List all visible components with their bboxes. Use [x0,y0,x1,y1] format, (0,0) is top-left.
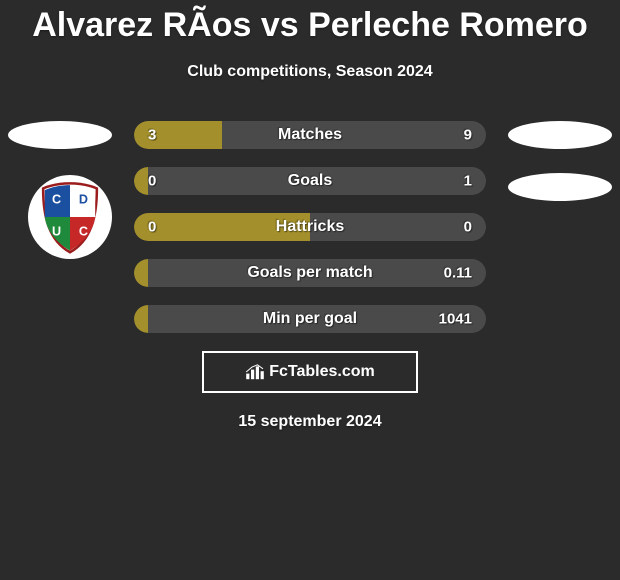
generated-date: 15 september 2024 [0,413,620,431]
stat-bar: 3 9 Matches [134,121,486,149]
bar-left-value: 0 [148,173,156,190]
svg-text:C: C [52,193,61,207]
brand-text: FcTables.com [269,363,375,381]
bar-right-value: 1 [464,173,472,190]
bar-label: Hattricks [276,218,344,236]
svg-text:D: D [79,193,88,207]
bar-right-value: 1041 [439,311,472,328]
bar-right-value: 9 [464,127,472,144]
bar-right-fill [222,121,486,149]
stat-bar: 0.11 Goals per match [134,259,486,287]
page-subtitle: Club competitions, Season 2024 [0,63,620,81]
club-right-badge-placeholder [508,173,612,201]
comparison-content: C D U C 3 9 Matches 0 1 Goals 0 0 Hattricks 0.11 G… [0,121,620,431]
player-right-photo-placeholder [508,121,612,149]
bar-label: Matches [278,126,342,144]
brand-box: FcTables.com [202,351,418,393]
stat-bars: 3 9 Matches 0 1 Goals 0 0 Hattricks 0.11 Goals per… [134,121,486,333]
svg-text:U: U [52,224,61,238]
bar-right-value: 0.11 [444,265,472,282]
bar-label: Min per goal [263,310,357,328]
player-left-photo-placeholder [8,121,112,149]
page-title: Alvarez RÃ­os vs Perleche Romero [0,0,620,45]
bar-left-value: 3 [148,127,156,144]
bar-label: Goals [288,172,332,190]
stat-bar: 1041 Min per goal [134,305,486,333]
bar-left-fill [134,167,148,195]
bar-left-fill [134,259,148,287]
svg-text:C: C [79,224,88,238]
stat-bar: 0 1 Goals [134,167,486,195]
bar-left-value: 0 [148,219,156,236]
stat-bar: 0 0 Hattricks [134,213,486,241]
bar-left-fill [134,305,148,333]
bar-label: Goals per match [247,264,372,282]
club-badge-icon: C D U C [28,175,112,259]
bar-right-value: 0 [464,219,472,236]
club-left-badge: C D U C [28,175,112,259]
bar-chart-icon [245,364,265,380]
